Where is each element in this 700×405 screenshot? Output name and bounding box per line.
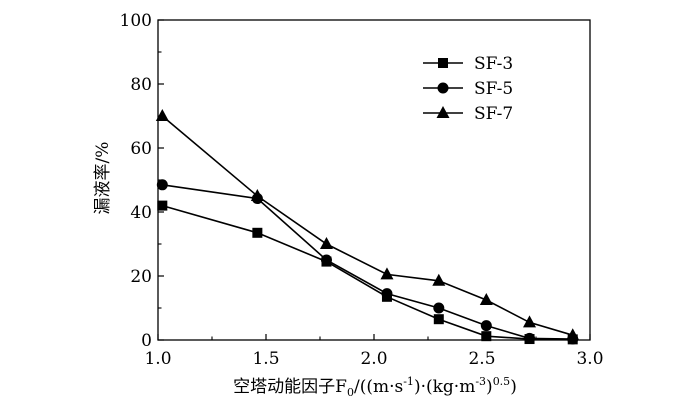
x-tick-label: 1.0 xyxy=(144,349,171,369)
x-tick-label: 2.0 xyxy=(360,349,387,369)
series-sf-3 xyxy=(157,200,578,345)
x-tick-label: 2.5 xyxy=(468,349,495,369)
plot-frame xyxy=(157,19,591,341)
data-point-sf-7 xyxy=(523,315,537,328)
y-tick-label: 0 xyxy=(141,331,152,351)
data-point-sf-5 xyxy=(156,179,168,191)
y-tick-label: 100 xyxy=(120,11,152,31)
x-axis-title: 空塔动能因子F0/((m·s-1)·(kg·m-3)0.5) xyxy=(233,375,517,399)
data-point-sf-5 xyxy=(433,302,445,314)
legend-marker xyxy=(437,82,449,94)
series-line-sf-7 xyxy=(161,115,573,336)
legend-marker xyxy=(436,106,450,118)
series-line-sf-3 xyxy=(162,204,573,341)
series-line-sf-5 xyxy=(162,184,573,340)
data-point-sf-7 xyxy=(432,273,446,286)
legend-label: SF-3 xyxy=(474,54,513,74)
data-point-sf-5 xyxy=(524,332,536,344)
data-point-sf-5 xyxy=(320,254,332,266)
data-point-sf-3 xyxy=(433,314,444,325)
series-layer xyxy=(155,109,580,345)
series-sf-5 xyxy=(156,179,579,345)
data-point-sf-7 xyxy=(566,328,580,341)
legend-label: SF-7 xyxy=(474,104,513,124)
data-point-sf-5 xyxy=(381,288,393,300)
data-point-sf-3 xyxy=(157,200,168,211)
legend-marker xyxy=(438,58,448,68)
x-tick-label: 1.5 xyxy=(252,349,279,369)
y-axis-title: 漏液率/% xyxy=(93,142,113,215)
data-point-sf-7 xyxy=(479,293,493,305)
data-point-sf-5 xyxy=(480,320,492,332)
y-tick-label: 40 xyxy=(130,203,152,223)
data-point-sf-7 xyxy=(155,109,169,121)
data-point-sf-7 xyxy=(250,189,264,201)
data-point-sf-3 xyxy=(481,331,492,342)
data-point-sf-7 xyxy=(319,237,333,249)
legend-entry-sf-7: SF-7 xyxy=(423,104,513,124)
legend-label: SF-5 xyxy=(474,79,513,99)
legend: SF-3 SF-5 SF-7 xyxy=(423,54,513,124)
y-tick-label: 60 xyxy=(130,139,152,159)
legend-entry-sf-3: SF-3 xyxy=(423,54,513,74)
data-point-sf-3 xyxy=(252,227,263,238)
y-tick-label: 80 xyxy=(130,75,152,95)
series-sf-7 xyxy=(155,109,580,341)
legend-entry-sf-5: SF-5 xyxy=(423,79,513,99)
axes: 1.0 1.5 2.0 2.5 3.0 0 20 40 60 80 100 xyxy=(120,11,604,369)
data-point-sf-7 xyxy=(380,267,394,280)
y-tick-label: 20 xyxy=(130,267,152,287)
x-tick-label: 3.0 xyxy=(576,349,603,369)
